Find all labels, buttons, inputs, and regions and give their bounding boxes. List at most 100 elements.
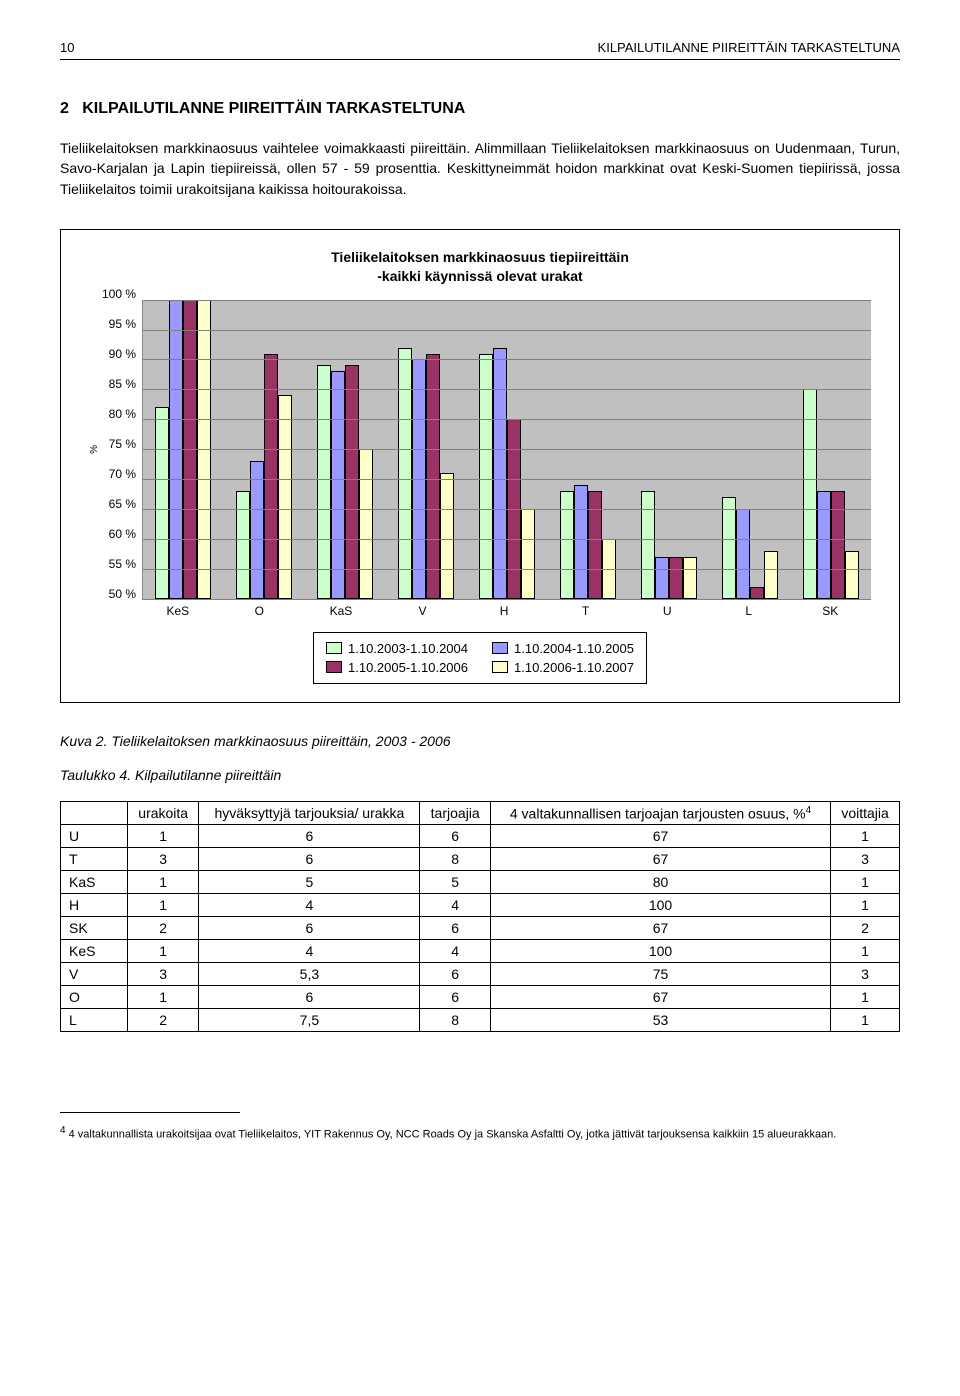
- table-cell: 8: [420, 848, 491, 871]
- chart-title-line2: -kaikki käynnissä olevat urakat: [377, 268, 582, 284]
- table-cell: 2: [128, 917, 199, 940]
- gridline: [143, 330, 871, 331]
- chart-area: % 100 %95 %90 %85 %80 %75 %70 %65 %60 %5…: [89, 300, 871, 600]
- table-header-cell: urakoita: [128, 801, 199, 825]
- bar: [440, 473, 454, 599]
- section-number: 2: [60, 100, 69, 117]
- table-row: KeS1441001: [61, 940, 900, 963]
- table-cell: 1: [128, 940, 199, 963]
- footnote-text: 4 valtakunnallista urakoitsijaa ovat Tie…: [69, 1129, 837, 1141]
- figure-caption: Kuva 2. Tieliikelaitoksen markkinaosuus …: [60, 733, 900, 749]
- table-cell: 67: [490, 848, 830, 871]
- table-cell: 53: [490, 1009, 830, 1032]
- bar: [345, 365, 359, 598]
- table-cell: 4: [199, 894, 420, 917]
- table-cell: 3: [831, 963, 900, 986]
- table-header-cell: hyväksyttyjä tarjouksia/ urakka: [199, 801, 420, 825]
- bar: [317, 365, 331, 598]
- legend-swatch: [326, 661, 342, 673]
- y-axis-label: %: [89, 445, 102, 454]
- footnote: 4 4 valtakunnallista urakoitsijaa ovat T…: [60, 1124, 900, 1143]
- x-tick: KeS: [137, 600, 219, 618]
- table-row: V35,36753: [61, 963, 900, 986]
- table-row: T368673: [61, 848, 900, 871]
- gridline: [143, 359, 871, 360]
- table-cell: 3: [128, 963, 199, 986]
- bar: [521, 509, 535, 599]
- bar: [398, 348, 412, 599]
- table-cell: 4: [199, 940, 420, 963]
- table-cell: SK: [61, 917, 128, 940]
- table-row: O166671: [61, 986, 900, 1009]
- gridline: [143, 599, 871, 600]
- table-cell: 2: [831, 917, 900, 940]
- x-tick: T: [545, 600, 627, 618]
- bar: [845, 551, 859, 599]
- table-cell: O: [61, 986, 128, 1009]
- table-cell: 1: [128, 825, 199, 848]
- table-row: H1441001: [61, 894, 900, 917]
- gridline: [143, 419, 871, 420]
- section-title-text: KILPAILUTILANNE PIIREITTÄIN TARKASTELTUN…: [82, 100, 465, 117]
- table-cell: T: [61, 848, 128, 871]
- table-cell: H: [61, 894, 128, 917]
- legend-row: 1.10.2003-1.10.20041.10.2004-1.10.2005: [326, 639, 634, 658]
- table-cell: 3: [831, 848, 900, 871]
- table-cell: U: [61, 825, 128, 848]
- y-axis: 100 %95 %90 %85 %80 %75 %70 %65 %60 %55 …: [102, 300, 142, 600]
- bar: [817, 491, 831, 599]
- bar: [331, 371, 345, 598]
- table-cell: 67: [490, 986, 830, 1009]
- legend-item: 1.10.2006-1.10.2007: [492, 660, 634, 675]
- chart-plot: [142, 300, 871, 600]
- table-cell: 1: [128, 894, 199, 917]
- legend-label: 1.10.2004-1.10.2005: [514, 641, 634, 656]
- table-cell: 80: [490, 871, 830, 894]
- table-cell: 1: [831, 871, 900, 894]
- chart-title-line1: Tieliikelaitoksen markkinaosuus tiepiire…: [331, 249, 629, 265]
- bar: [359, 449, 373, 599]
- gridline: [143, 449, 871, 450]
- table-cell: L: [61, 1009, 128, 1032]
- page-header: 10 KILPAILUTILANNE PIIREITTÄIN TARKASTEL…: [60, 40, 900, 55]
- table-cell: 5: [199, 871, 420, 894]
- bar: [803, 389, 817, 598]
- x-tick: V: [382, 600, 464, 618]
- table-cell: 100: [490, 940, 830, 963]
- table-cell: 75: [490, 963, 830, 986]
- bar: [493, 348, 507, 599]
- x-tick: U: [626, 600, 708, 618]
- section-heading: 2 KILPAILUTILANNE PIIREITTÄIN TARKASTELT…: [60, 100, 900, 118]
- table-header-cell: tarjoajia: [420, 801, 491, 825]
- legend-label: 1.10.2005-1.10.2006: [348, 660, 468, 675]
- table-cell: 6: [420, 917, 491, 940]
- x-axis: KeSOKaSVHTULSK: [137, 600, 871, 618]
- bar: [669, 557, 683, 599]
- table-cell: 5,3: [199, 963, 420, 986]
- gridline: [143, 389, 871, 390]
- bar: [641, 491, 655, 599]
- running-title: KILPAILUTILANNE PIIREITTÄIN TARKASTELTUN…: [598, 40, 900, 55]
- table-cell: 4: [420, 894, 491, 917]
- bar: [588, 491, 602, 599]
- data-table: urakoitahyväksyttyjä tarjouksia/ urakkat…: [60, 801, 900, 1033]
- table-cell: 5: [420, 871, 491, 894]
- table-cell: 6: [420, 963, 491, 986]
- table-cell: 4: [420, 940, 491, 963]
- bar: [574, 485, 588, 599]
- bar: [236, 491, 250, 599]
- x-tick: L: [708, 600, 790, 618]
- table-row: KaS155801: [61, 871, 900, 894]
- table-cell: 67: [490, 825, 830, 848]
- legend-swatch: [326, 642, 342, 654]
- gridline: [143, 569, 871, 570]
- table-cell: 1: [128, 986, 199, 1009]
- legend-swatch: [492, 642, 508, 654]
- table-cell: 1: [128, 871, 199, 894]
- table-cell: 1: [831, 825, 900, 848]
- table-cell: 3: [128, 848, 199, 871]
- table-cell: 1: [831, 940, 900, 963]
- legend-swatch: [492, 661, 508, 673]
- legend-label: 1.10.2006-1.10.2007: [514, 660, 634, 675]
- header-rule: [60, 59, 900, 60]
